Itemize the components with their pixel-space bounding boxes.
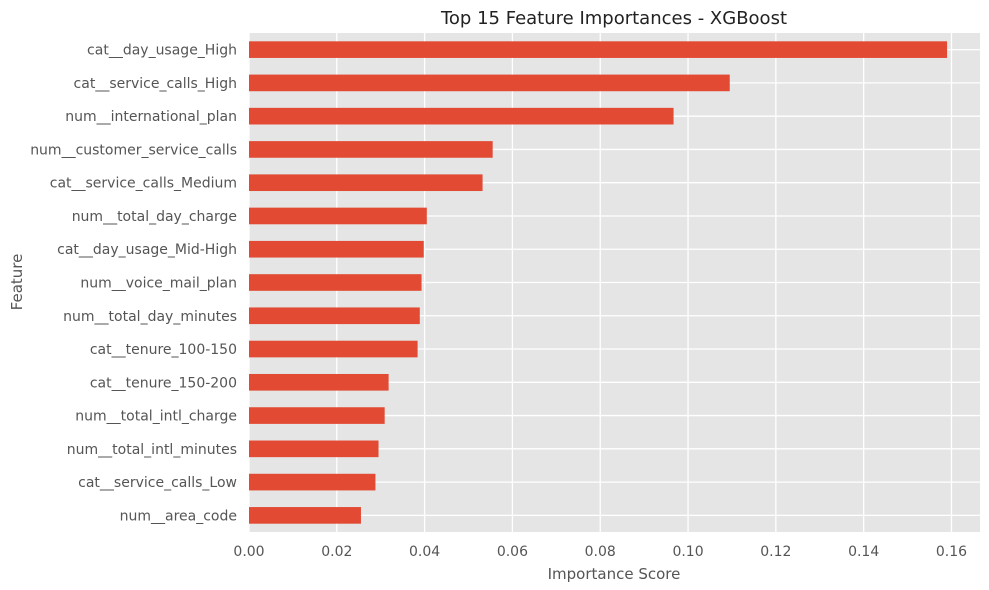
y-tick-labels: cat__day_usage_High cat__service_calls_Hi… [30, 43, 237, 525]
x-tick-label: 0.06 [497, 544, 528, 560]
x-tick-labels: 0.00 0.02 0.04 0.06 0.08 0.10 0.12 0.14 0.16 [233, 544, 967, 560]
chart-title: Top 15 Feature Importances - XGBoost [440, 8, 787, 29]
bar [249, 440, 379, 458]
y-tick-label: cat__tenure_150-200 [90, 375, 237, 391]
bars [249, 41, 948, 524]
y-tick-label: cat__day_usage_Mid-High [57, 242, 237, 258]
y-tick-label: cat__tenure_100-150 [90, 342, 237, 358]
bar [249, 74, 730, 92]
y-tick-label: cat__service_calls_Medium [50, 176, 237, 192]
y-tick-label: num__total_intl_minutes [67, 442, 237, 458]
y-tick-label: num__customer_service_calls [30, 142, 237, 158]
bar [249, 507, 361, 524]
bar [249, 240, 424, 258]
x-tick-label: 0.08 [585, 544, 616, 560]
y-axis-title: Feature [8, 254, 26, 311]
bar [249, 340, 418, 358]
x-tick-label: 0.10 [672, 544, 703, 560]
y-tick-label: num__voice_mail_plan [80, 276, 237, 292]
y-tick-label: num__total_day_charge [72, 209, 237, 225]
x-tick-label: 0.00 [233, 544, 264, 560]
y-tick-label: num__total_day_minutes [63, 309, 237, 325]
bar [249, 41, 948, 58]
bar [249, 107, 674, 125]
y-tick-label: cat__service_calls_High [74, 76, 237, 92]
y-tick-label: num__area_code [120, 508, 237, 524]
bar [249, 307, 420, 325]
bar [249, 274, 422, 291]
x-tick-label: 0.02 [321, 544, 352, 560]
bar [249, 141, 493, 158]
x-tick-label: 0.12 [760, 544, 791, 560]
bar [249, 407, 385, 424]
bar [249, 207, 427, 225]
bar [249, 174, 483, 192]
y-tick-label: cat__service_calls_Low [78, 475, 237, 491]
y-tick-label: num__international_plan [65, 109, 237, 125]
x-tick-label: 0.16 [936, 544, 967, 560]
x-axis-title: Importance Score [548, 565, 681, 583]
x-tick-label: 0.14 [848, 544, 879, 560]
y-tick-label: num__total_intl_charge [75, 409, 237, 425]
bar [249, 473, 376, 491]
x-tick-label: 0.04 [409, 544, 440, 560]
bar [249, 373, 389, 391]
y-tick-label: cat__day_usage_High [87, 43, 237, 59]
